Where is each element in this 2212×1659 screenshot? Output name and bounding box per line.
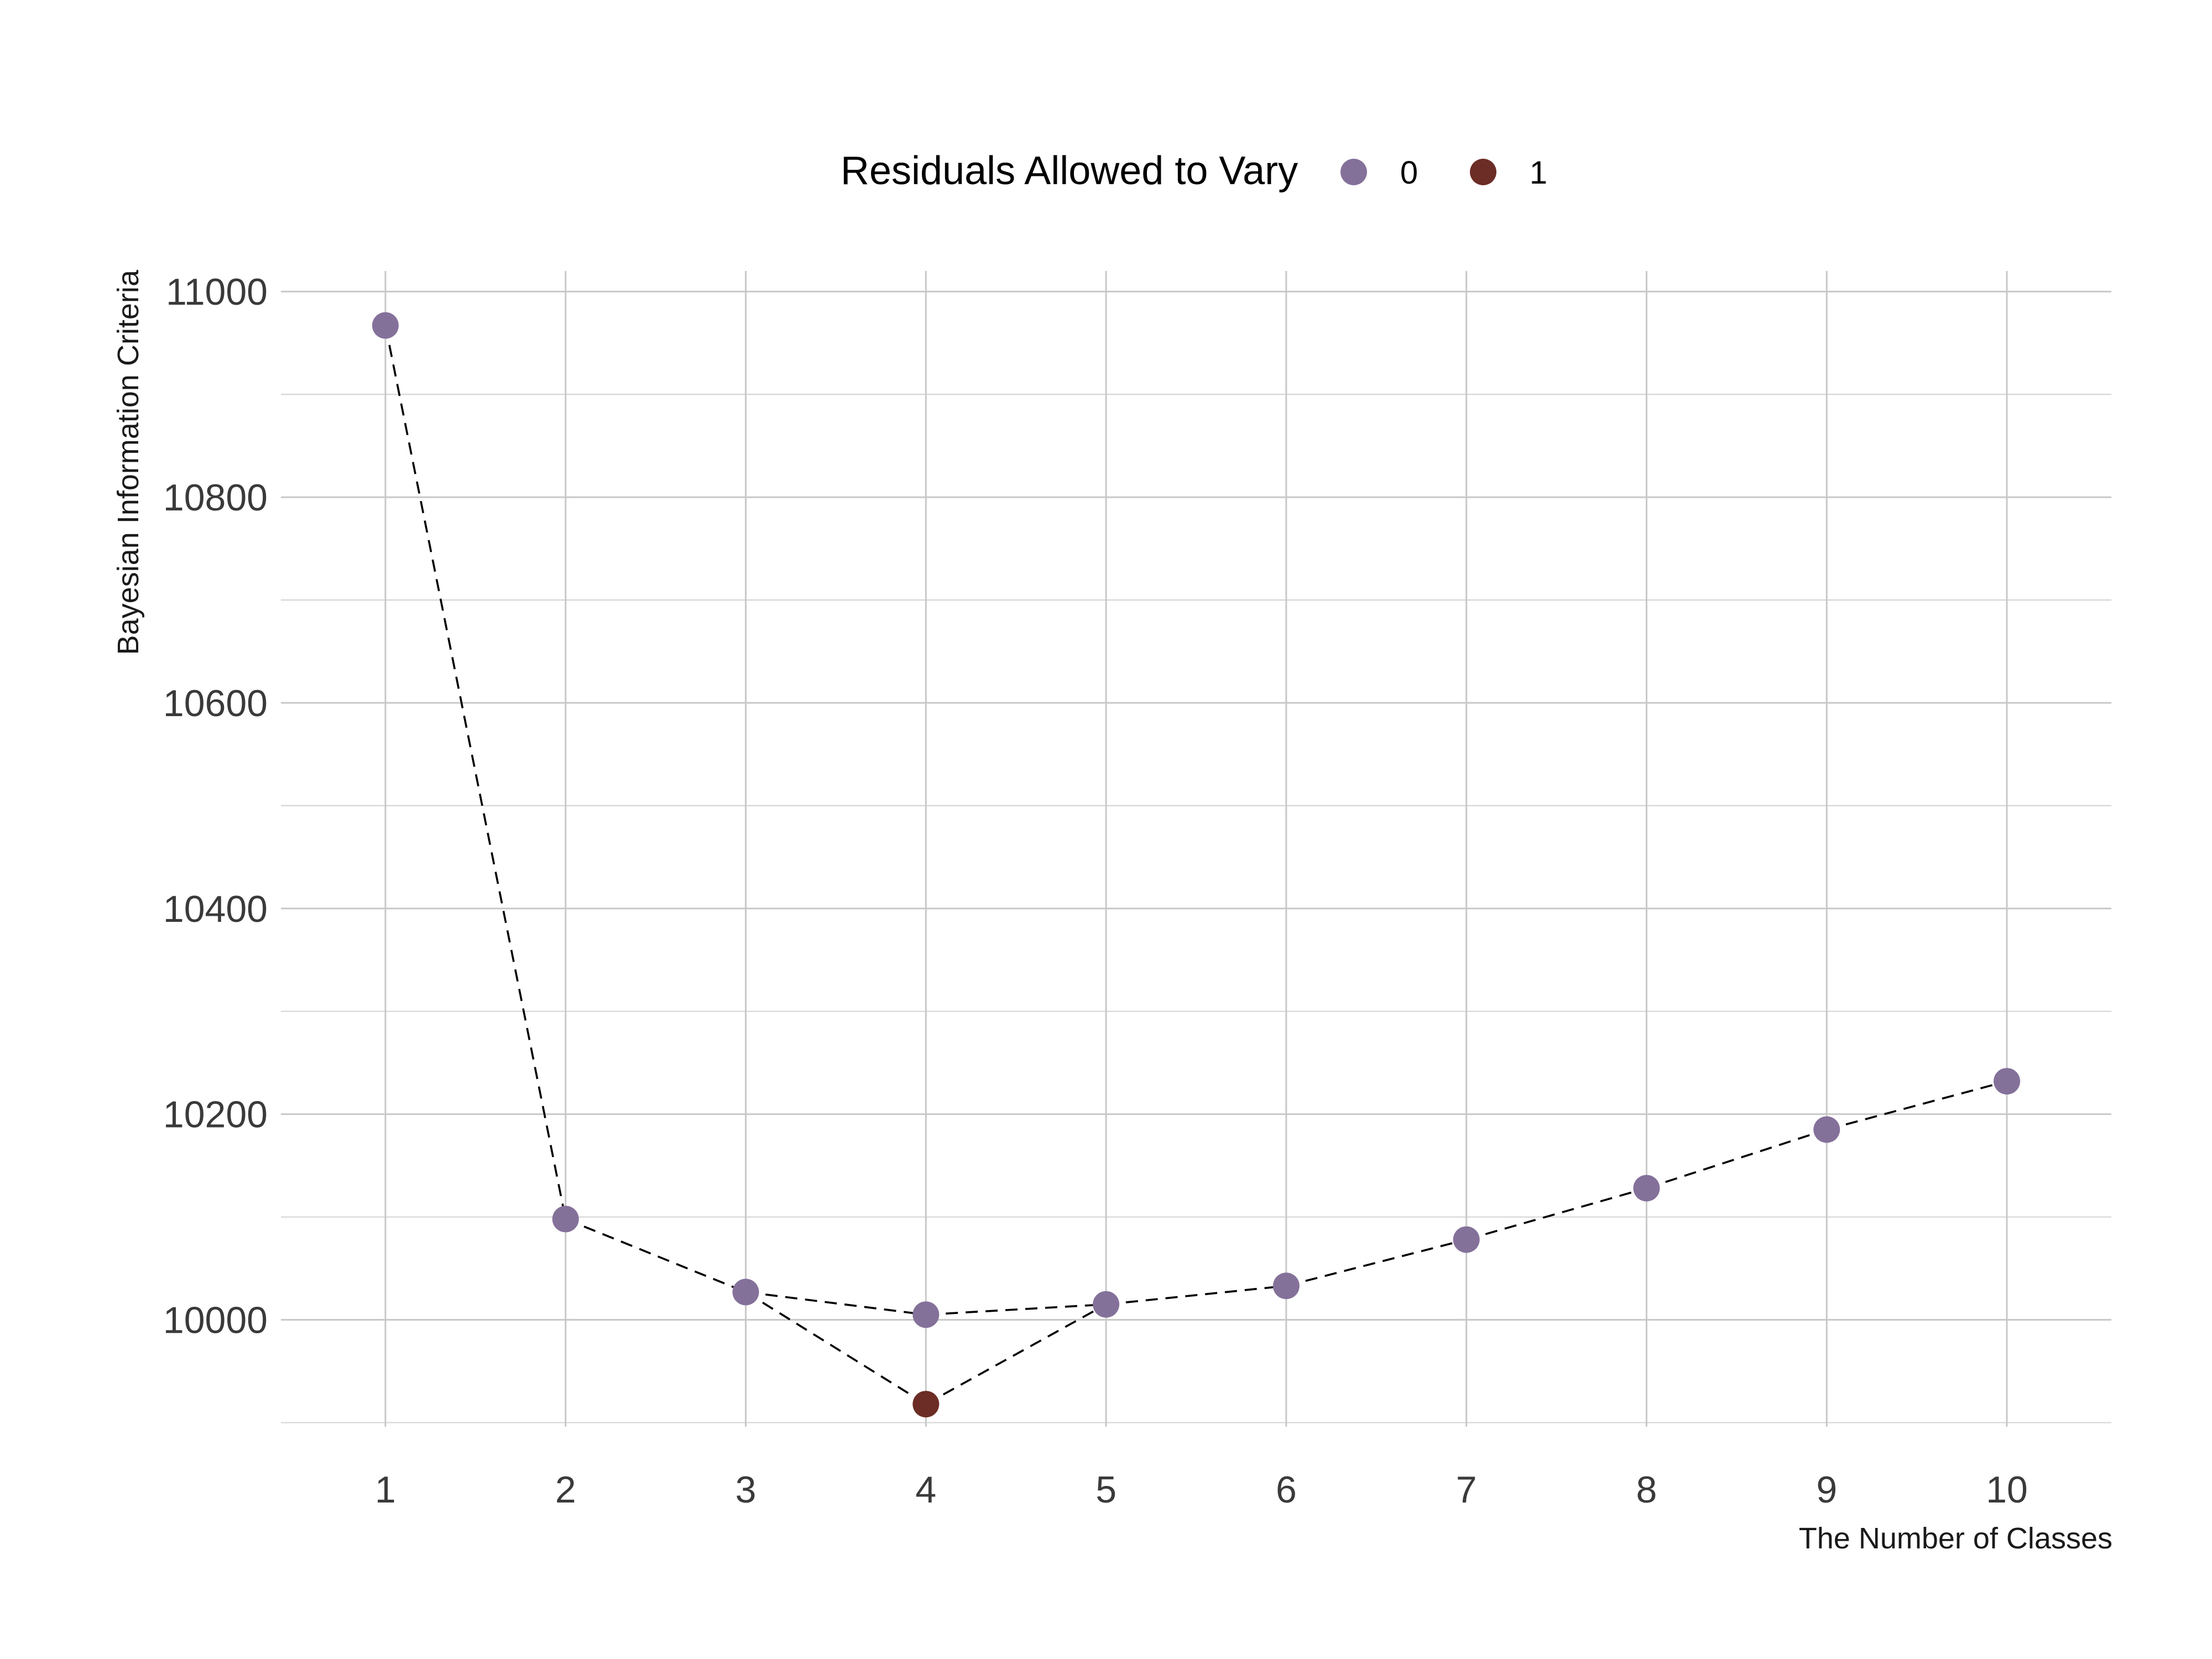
x-tick-label: 1 <box>375 1469 396 1511</box>
y-tick-label: 10200 <box>163 1094 268 1136</box>
data-point-series-0 <box>1453 1226 1480 1253</box>
x-tick-label: 10 <box>1986 1469 2028 1511</box>
x-tick-label: 8 <box>1636 1469 1657 1511</box>
data-point-series-0 <box>1633 1175 1660 1202</box>
x-tick-label: 9 <box>1816 1469 1837 1511</box>
legend-key-0 <box>1340 159 1367 185</box>
x-tick-label: 5 <box>1095 1469 1117 1511</box>
x-tick-labels: 1 2 3 4 5 6 7 8 9 10 <box>375 1469 2028 1511</box>
data-point-series-0 <box>1994 1068 2021 1095</box>
data-point-series-0 <box>1813 1116 1840 1143</box>
x-tick-label: 7 <box>1456 1469 1477 1511</box>
data-point-series-0 <box>372 312 399 339</box>
minor-gridlines <box>281 394 2111 1423</box>
y-tick-label: 11000 <box>166 271 268 313</box>
y-tick-label: 10800 <box>163 477 268 519</box>
y-tick-label: 10400 <box>163 888 268 930</box>
x-tick-label: 6 <box>1276 1469 1297 1511</box>
data-point-series-0 <box>732 1279 759 1306</box>
x-tick-label: 4 <box>915 1469 936 1511</box>
data-point-series-1 <box>912 1391 940 1418</box>
data-point-series-0 <box>552 1206 579 1233</box>
y-tick-labels: 10000 10200 10400 10600 10800 11000 <box>163 271 268 1341</box>
x-axis-title: The Number of Classes <box>1799 1522 2112 1555</box>
legend-label-0: 0 <box>1400 155 1418 191</box>
major-gridlines <box>281 271 2111 1427</box>
x-tick-label: 2 <box>555 1469 576 1511</box>
legend-key-1 <box>1470 159 1496 185</box>
data-point-series-0 <box>1093 1291 1120 1318</box>
series-line <box>384 325 2007 1405</box>
data-point-series-0 <box>1272 1272 1300 1300</box>
x-tick-label: 3 <box>735 1469 757 1511</box>
y-tick-label: 10600 <box>163 682 268 724</box>
data-point-series-0 <box>912 1301 940 1328</box>
y-axis-title: Bayesian Information Criteria <box>112 269 145 655</box>
legend-title: Residuals Allowed to Vary <box>841 149 1298 193</box>
data-points <box>372 312 2021 1418</box>
y-tick-label: 10000 <box>163 1300 268 1342</box>
legend-label-1: 1 <box>1530 155 1547 191</box>
